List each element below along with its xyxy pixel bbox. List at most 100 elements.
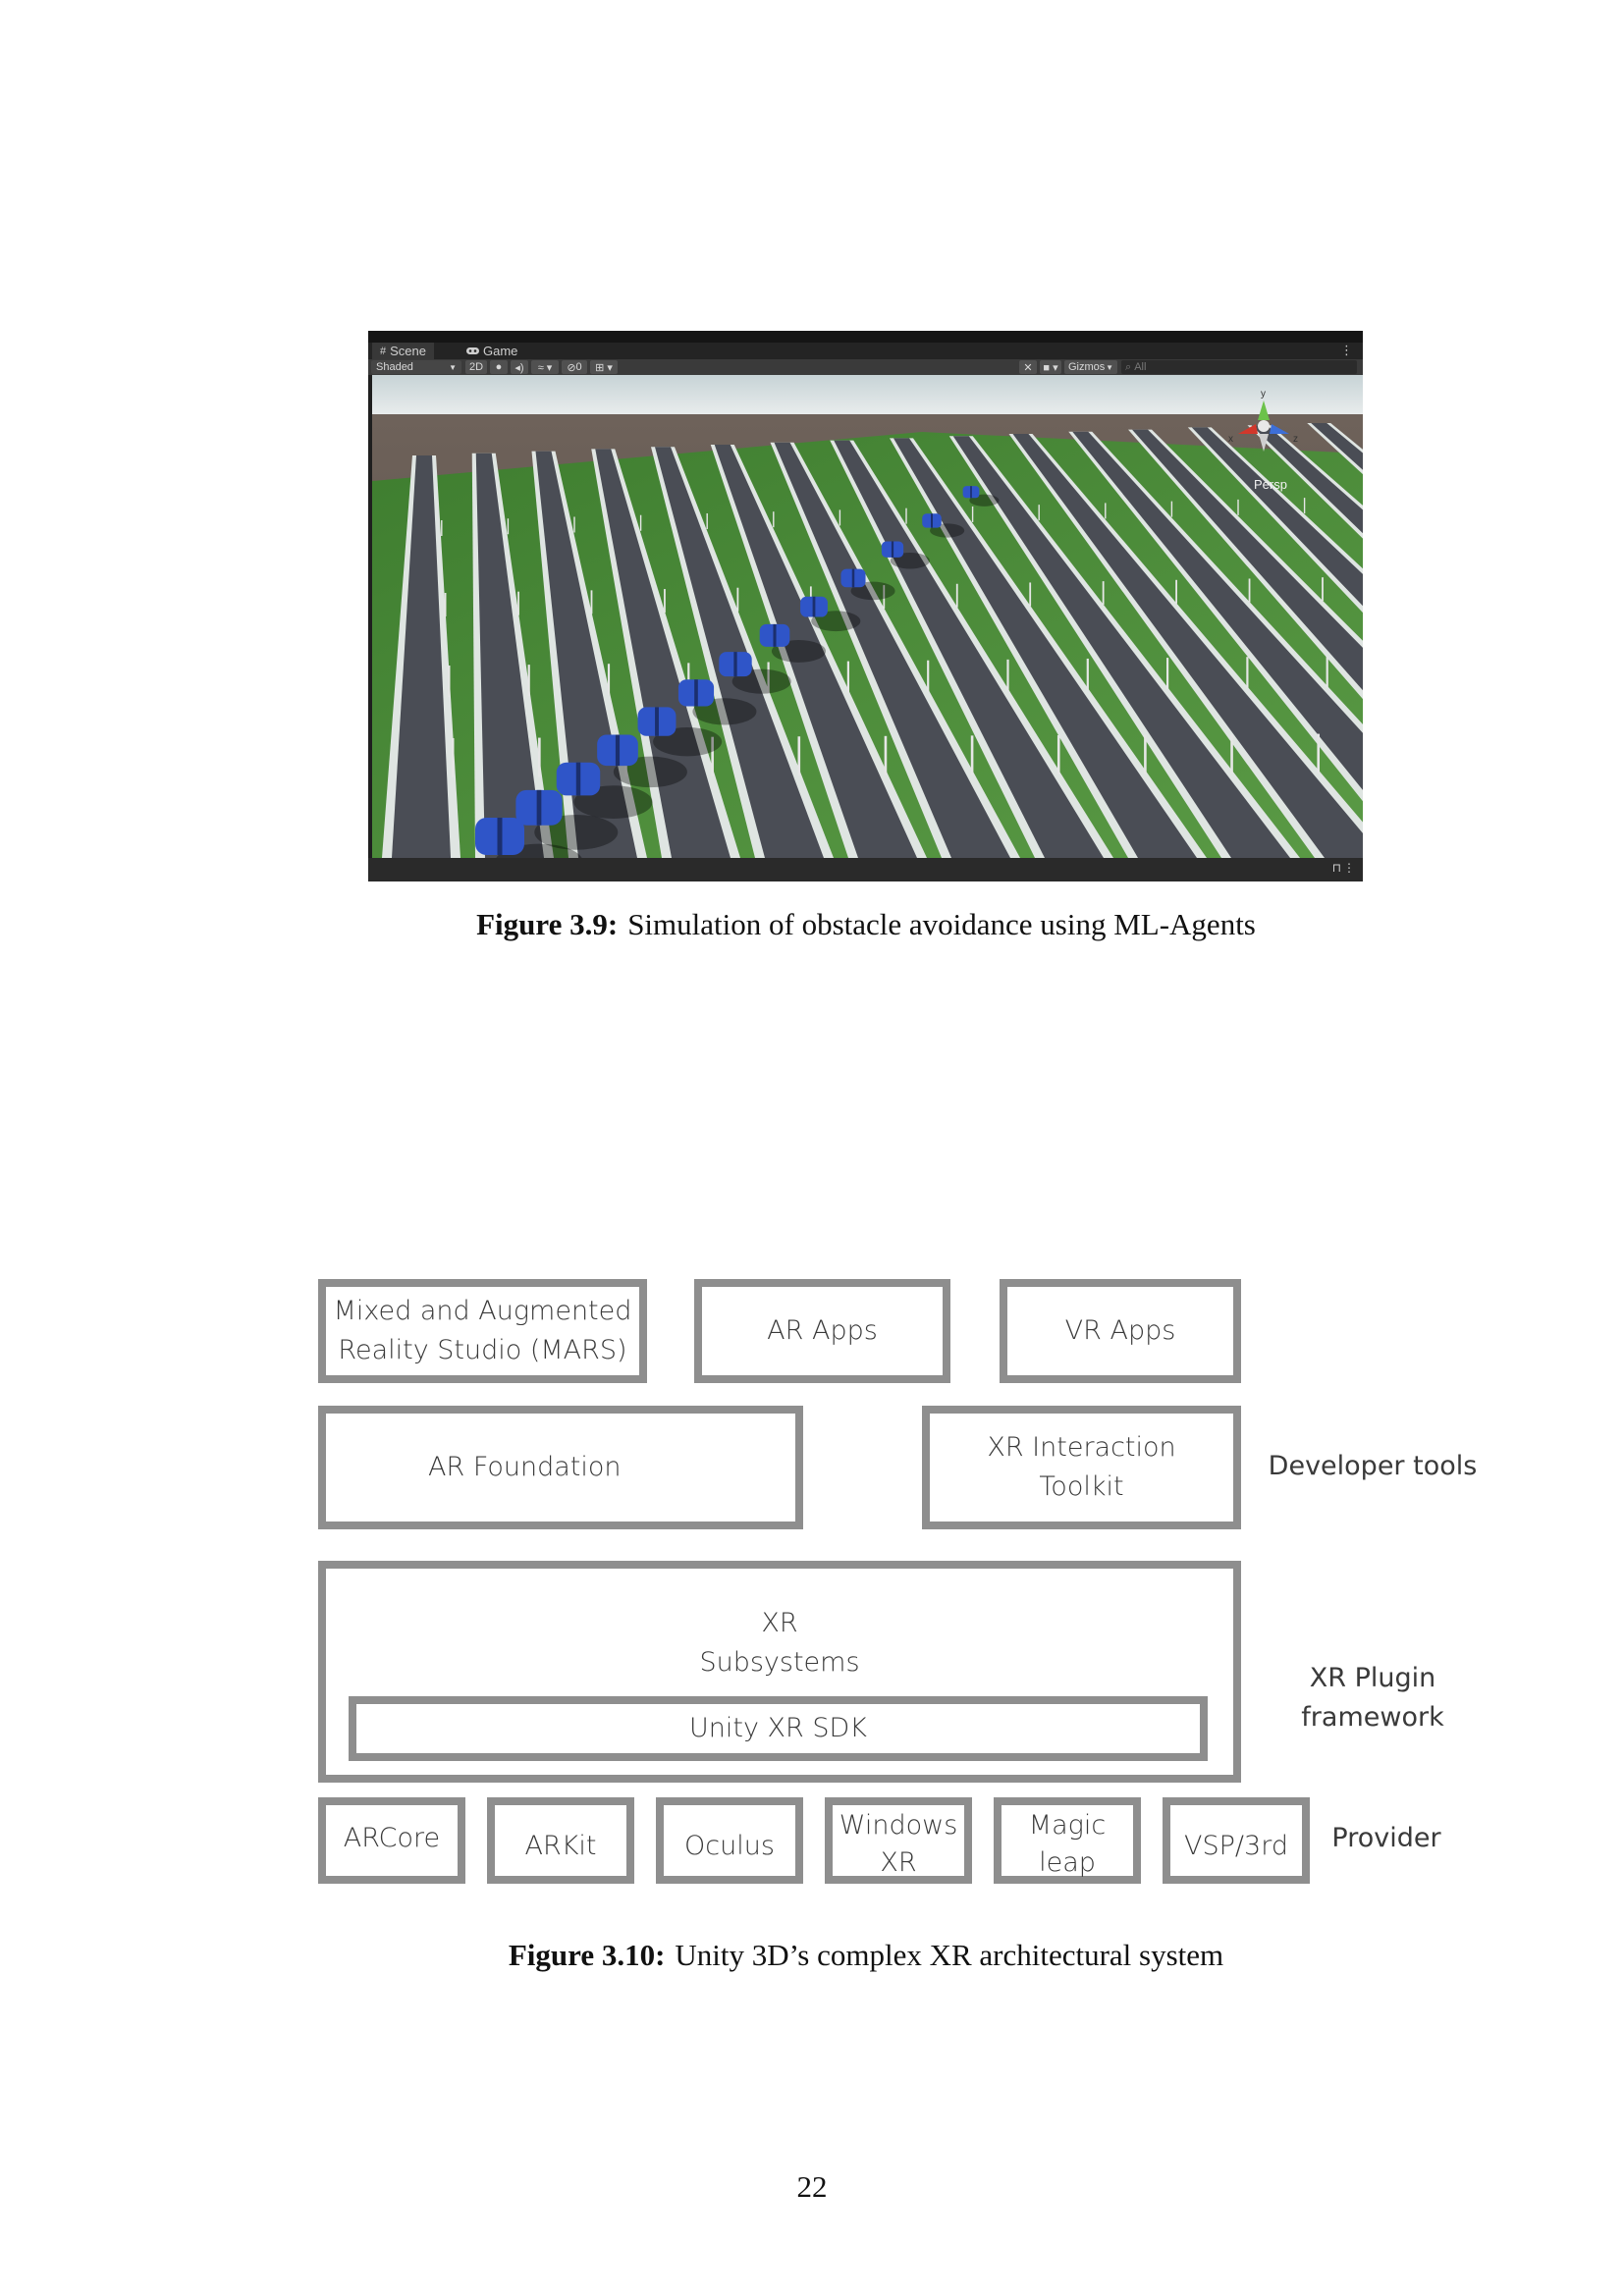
provider-windows-xr-label: Windows XR bbox=[839, 1810, 958, 1878]
car-stripe bbox=[812, 596, 816, 617]
lane-road bbox=[1311, 423, 1363, 470]
figure-label: Figure 3.9: bbox=[476, 907, 619, 941]
lock-icon[interactable]: ⊓ bbox=[1331, 861, 1341, 875]
car-stripe bbox=[931, 513, 933, 528]
lane-road bbox=[893, 438, 1197, 858]
gizmo-y-axis bbox=[1258, 400, 1270, 420]
view-2d-button[interactable]: 2D bbox=[465, 360, 487, 374]
provider-arcore-box: ARCore bbox=[318, 1797, 465, 1884]
provider-magic-leap-label: Magic leap bbox=[1028, 1810, 1107, 1878]
vr-apps-box: VR Apps bbox=[1000, 1279, 1241, 1383]
car-stripe bbox=[694, 679, 698, 707]
chevron-down-icon: ▼ bbox=[1106, 362, 1113, 372]
lane-road bbox=[1251, 425, 1363, 534]
shading-mode-label: Shaded bbox=[376, 361, 413, 373]
audio-toggle-icon[interactable]: ◂) bbox=[511, 360, 528, 374]
figure-caption: Figure 3.10: Unity 3D’s complex XR archit… bbox=[0, 1938, 1624, 1973]
gizmo-z-label: z bbox=[1293, 434, 1298, 445]
provider-oculus-box: Oculus bbox=[656, 1797, 803, 1884]
provider-vsp-label: VSP/3rd bbox=[1184, 1831, 1288, 1861]
search-placeholder: All bbox=[1134, 361, 1147, 373]
shading-mode-dropdown[interactable]: Shaded ▼ bbox=[371, 360, 461, 374]
gizmo-y-label: y bbox=[1261, 389, 1266, 400]
car-stripe bbox=[851, 568, 855, 588]
unity-xr-sdk-box: Unity XR SDK bbox=[349, 1696, 1208, 1761]
light-poles bbox=[441, 498, 1328, 777]
orientation-gizmo[interactable]: x y z bbox=[1228, 389, 1298, 452]
lane-road bbox=[1012, 434, 1363, 858]
editor-tab-bar: # Scene Game ⋮ bbox=[368, 343, 1363, 359]
xr-plugin-framework-label: XR Plugin framework bbox=[1301, 1663, 1444, 1733]
car-stripe bbox=[615, 734, 621, 767]
sky bbox=[372, 375, 1363, 414]
view-2d-label: 2D bbox=[468, 361, 484, 373]
mars-box: Mixed and Augmented Reality Studio (MARS… bbox=[318, 1279, 647, 1383]
figure-caption: Figure 3.9: Simulation of obstacle avoida… bbox=[0, 907, 1624, 942]
figure-caption-text: Simulation of obstacle avoidance using M… bbox=[627, 907, 1256, 941]
car-stripe bbox=[497, 818, 503, 855]
page-number: 22 bbox=[796, 2169, 828, 2204]
provider-windows-xr-box: Windows XR bbox=[825, 1797, 972, 1884]
lane-curb bbox=[1128, 429, 1363, 700]
lane-curb bbox=[1247, 425, 1363, 539]
scene-view-canvas[interactable]: x y z Persp bbox=[372, 375, 1363, 858]
camera-dropdown-icon[interactable]: ■ ▾ bbox=[1040, 360, 1061, 374]
provider-arkit-box: ARKit bbox=[487, 1797, 634, 1884]
figure-label: Figure 3.10: bbox=[508, 1938, 666, 1972]
car-stripe bbox=[536, 789, 542, 826]
grid-snap-dropdown-icon[interactable]: ⊞ ▾ bbox=[590, 360, 618, 374]
chevron-down-icon: ▼ bbox=[449, 362, 457, 372]
gizmo-x-label: x bbox=[1228, 434, 1233, 445]
lane-road bbox=[714, 445, 917, 858]
agent-cars bbox=[475, 486, 1000, 858]
lane-road bbox=[1191, 427, 1363, 607]
tab-scene-label: Scene bbox=[390, 344, 426, 358]
more-options-icon[interactable]: ⋮ bbox=[1340, 343, 1353, 357]
lane-road bbox=[952, 436, 1290, 858]
car-stripe bbox=[891, 541, 894, 558]
lane-road bbox=[774, 442, 1010, 858]
lane-road bbox=[1072, 431, 1363, 790]
xr-subsystems-label: XR Subsystems bbox=[699, 1608, 860, 1678]
xr-interaction-toolkit-box: XR Interaction Toolkit bbox=[922, 1406, 1241, 1529]
provider-arkit-label: ARKit bbox=[524, 1831, 597, 1861]
ar-apps-box: AR Apps bbox=[694, 1279, 950, 1383]
figure-caption-text: Unity 3D’s complex XR architectural syst… bbox=[675, 1938, 1224, 1972]
more-options-icon[interactable]: ⋮ bbox=[1343, 861, 1355, 875]
lane-road bbox=[475, 453, 544, 858]
lane-curb bbox=[1307, 423, 1363, 475]
provider-oculus-label: Oculus bbox=[684, 1831, 775, 1861]
search-icon: ⌕ bbox=[1125, 360, 1135, 373]
provider-arcore-label: ARCore bbox=[343, 1823, 441, 1853]
ar-foundation-label: AR Foundation bbox=[428, 1452, 622, 1482]
scene-toolbar: Shaded ▼ 2D ● ◂) ≈ ▾ ⊘ 0 ⊞ ▾ ✕ ■ ▾ Gizmo… bbox=[368, 359, 1363, 375]
gamepad-icon bbox=[466, 347, 479, 354]
car-stripe bbox=[575, 762, 581, 796]
tab-game-label: Game bbox=[483, 344, 518, 358]
lighting-toggle-icon[interactable]: ● bbox=[490, 360, 508, 374]
hierarchy-search-input[interactable]: ⌕ All bbox=[1121, 360, 1357, 374]
car-stripe bbox=[773, 623, 777, 647]
lane-road bbox=[392, 455, 451, 858]
hidden-objects-toggle[interactable]: ⊘ 0 bbox=[562, 360, 587, 374]
gizmo-neg-axis bbox=[1259, 434, 1269, 452]
developer-tools-label: Developer tools bbox=[1268, 1451, 1478, 1481]
car-stripe bbox=[733, 652, 737, 677]
editor-status-strip: ⊓ ⋮ bbox=[368, 858, 1363, 881]
editor-menu-strip bbox=[368, 331, 1363, 343]
effects-dropdown-icon[interactable]: ≈ ▾ bbox=[531, 360, 559, 374]
gizmo-x-axis bbox=[1238, 424, 1258, 434]
tools-icon[interactable]: ✕ bbox=[1019, 360, 1037, 374]
projection-label[interactable]: Persp bbox=[1254, 477, 1287, 492]
gizmos-dropdown[interactable]: Gizmos ▼ bbox=[1064, 360, 1117, 374]
provider-label: Provider bbox=[1331, 1823, 1441, 1853]
provider-vsp-box: VSP/3rd bbox=[1163, 1797, 1310, 1884]
ar-foundation-box: AR Foundation bbox=[318, 1406, 803, 1529]
lane-road bbox=[595, 449, 731, 858]
tab-game[interactable]: Game bbox=[459, 343, 525, 359]
gizmos-label: Gizmos bbox=[1068, 361, 1106, 373]
provider-magic-leap-box: Magic leap bbox=[994, 1797, 1141, 1884]
gizmo-center bbox=[1258, 420, 1270, 432]
eye-slash-icon: ⊘ bbox=[567, 361, 576, 374]
tab-scene[interactable]: # Scene bbox=[372, 343, 434, 359]
